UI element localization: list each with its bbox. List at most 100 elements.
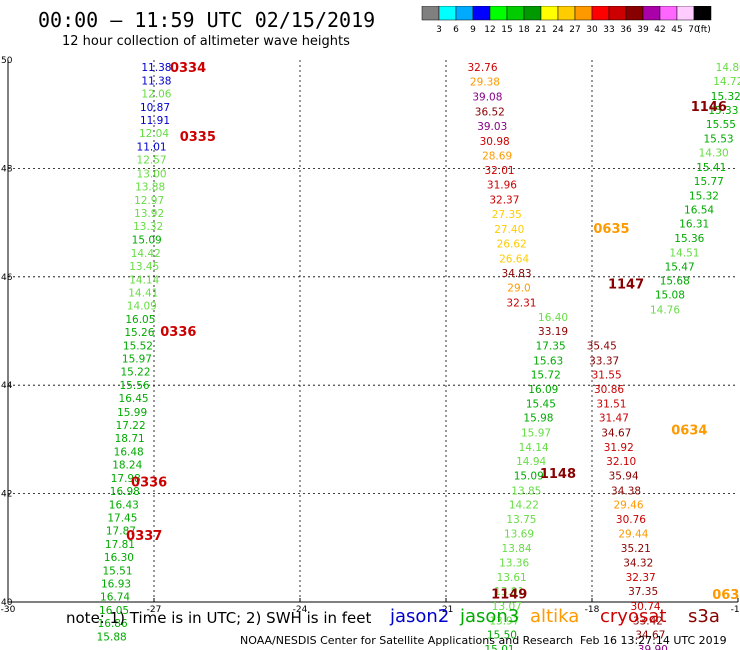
wave-height-label: 29.38 [470,77,500,89]
wave-height-label: 14.09 [127,301,157,313]
pass-time-label: 0336 [160,325,196,340]
pass-time-label: 0634 [671,424,707,439]
pass-time-label: 1149 [491,587,527,602]
wave-height-label: 31.96 [487,180,517,192]
wave-height-label: 13.85 [511,485,541,497]
x-tick-label: -30 [1,605,16,615]
wave-height-label: 14.14 [129,275,159,287]
colorbar-tick-label: 24 [552,25,564,35]
x-tick-label: -24 [293,605,308,615]
wave-height-label: 35.21 [621,543,651,555]
wave-height-label: 13.69 [504,529,534,541]
colorbar-tick-label: 6 [453,25,459,35]
pass-time-label: 1148 [540,467,576,482]
wave-height-label: 17.87 [106,525,136,537]
wave-height-label: 13.07 [492,601,522,613]
wave-height-label: 17.45 [107,512,137,524]
pass-time-label: 0335 [180,130,216,145]
wave-height-label: 34.83 [502,268,532,280]
wave-height-label: 32.31 [506,297,536,309]
wave-height-label: 32.37 [489,194,519,206]
colorbar-tick-label: 18 [518,25,530,35]
wave-height-label: 16.40 [538,312,568,324]
wave-height-label: 13.32 [133,221,163,233]
page-title: 00:00 – 11:59 UTC 02/15/2019 [38,8,376,32]
wave-height-label: 39.08 [472,91,502,103]
wave-height-label: 34.67 [601,427,631,439]
wave-height-label: 33.37 [589,355,619,367]
colorbar-tick-label: 45 [671,25,682,35]
wave-height-label: 32.76 [467,62,497,74]
wave-height-label: 16.48 [114,446,144,458]
wave-height-label: 12.57 [137,155,167,167]
wave-height-label: 12.06 [141,89,171,101]
wave-height-label: 39.03 [477,121,507,133]
wave-height-label: 14.14 [519,442,549,454]
wave-height-label: 18.24 [112,459,142,471]
wave-height-label: 16.31 [679,219,709,231]
colorbar-tick-label: 33 [603,25,614,35]
wave-height-label: 32.37 [626,572,656,584]
wave-height-label: 33.42 [633,615,663,627]
wave-height-label: 15.45 [526,399,556,411]
colorbar-tick-label: 30 [586,25,598,35]
wave-height-label: 32.10 [606,456,636,468]
wave-height-label: 11.01 [137,142,167,154]
wave-height-label: 16.86 [98,618,128,630]
y-tick-label: 48 [1,164,13,174]
wave-height-label: 35.45 [587,341,617,353]
wave-height-label: 15.97 [122,354,152,366]
wave-height-label: 15.68 [660,276,690,288]
x-tick-label: -21 [439,605,454,615]
pass-time-label: 0336 [131,476,167,491]
wave-height-label: 13.92 [134,208,164,220]
wave-height-label: 16.98 [110,486,140,498]
wave-height-label: 14.41 [128,288,158,300]
wave-height-label: 16.45 [119,393,149,405]
wave-height-label: 15.32 [711,91,740,103]
x-tick-label: -18 [585,605,600,615]
wave-height-label: 18.71 [115,433,145,445]
colorbar-tick-label: 9 [470,25,476,35]
legend-jason3: jason3 [460,606,520,627]
colorbar-tick-label: 21 [535,25,546,35]
wave-height-label: 15.98 [523,413,553,425]
legend-cryosat: cryosat [600,606,667,627]
wave-height-label: 17.22 [116,420,146,432]
wave-height-label: 15.32 [689,191,719,203]
wave-height-label: 30.98 [480,136,510,148]
wave-height-label: 14.42 [131,248,161,260]
legend-jason2: jason2 [390,606,450,627]
y-tick-label: 44 [1,381,13,391]
wave-height-label: 16.43 [109,499,139,511]
legend-s3a: s3a [688,606,720,627]
generated-timestamp: Feb 16 13:27:14 UTC 2019 [580,634,727,647]
x-tick-label: -27 [147,605,162,615]
y-tick-label: 42 [1,490,12,500]
wave-height-label: 11.38 [141,76,171,88]
pass-time-label: 1147 [608,277,644,292]
y-tick-label: 50 [1,56,13,66]
y-tick-label: 40 [1,598,13,608]
wave-height-label: 15.72 [531,369,561,381]
wave-height-label: 12.04 [139,128,169,140]
wave-height-label: 29.0 [507,283,530,295]
wave-height-label: 12.97 [134,195,164,207]
wave-height-label: 13.45 [129,261,159,273]
wave-height-label: 15.08 [655,290,685,302]
wave-height-label: 29.44 [618,529,648,541]
wave-height-label: 13.36 [499,557,529,569]
wave-height-label: 15.22 [120,367,150,379]
wave-height-label: 13.75 [506,514,536,526]
wave-height-label: 15.26 [124,327,154,339]
wave-height-label: 30.76 [616,514,646,526]
wave-height-label: 16.74 [100,592,130,604]
wave-height-label: 15.99 [117,407,147,419]
wave-height-label: 15.47 [665,262,695,274]
wave-height-label: 15.88 [97,632,127,644]
wave-height-label: 13.00 [137,168,167,180]
wave-height-label: 16.09 [528,384,558,396]
wave-height-label: 31.51 [596,399,626,411]
wave-height-label: 13.91 [494,586,524,598]
